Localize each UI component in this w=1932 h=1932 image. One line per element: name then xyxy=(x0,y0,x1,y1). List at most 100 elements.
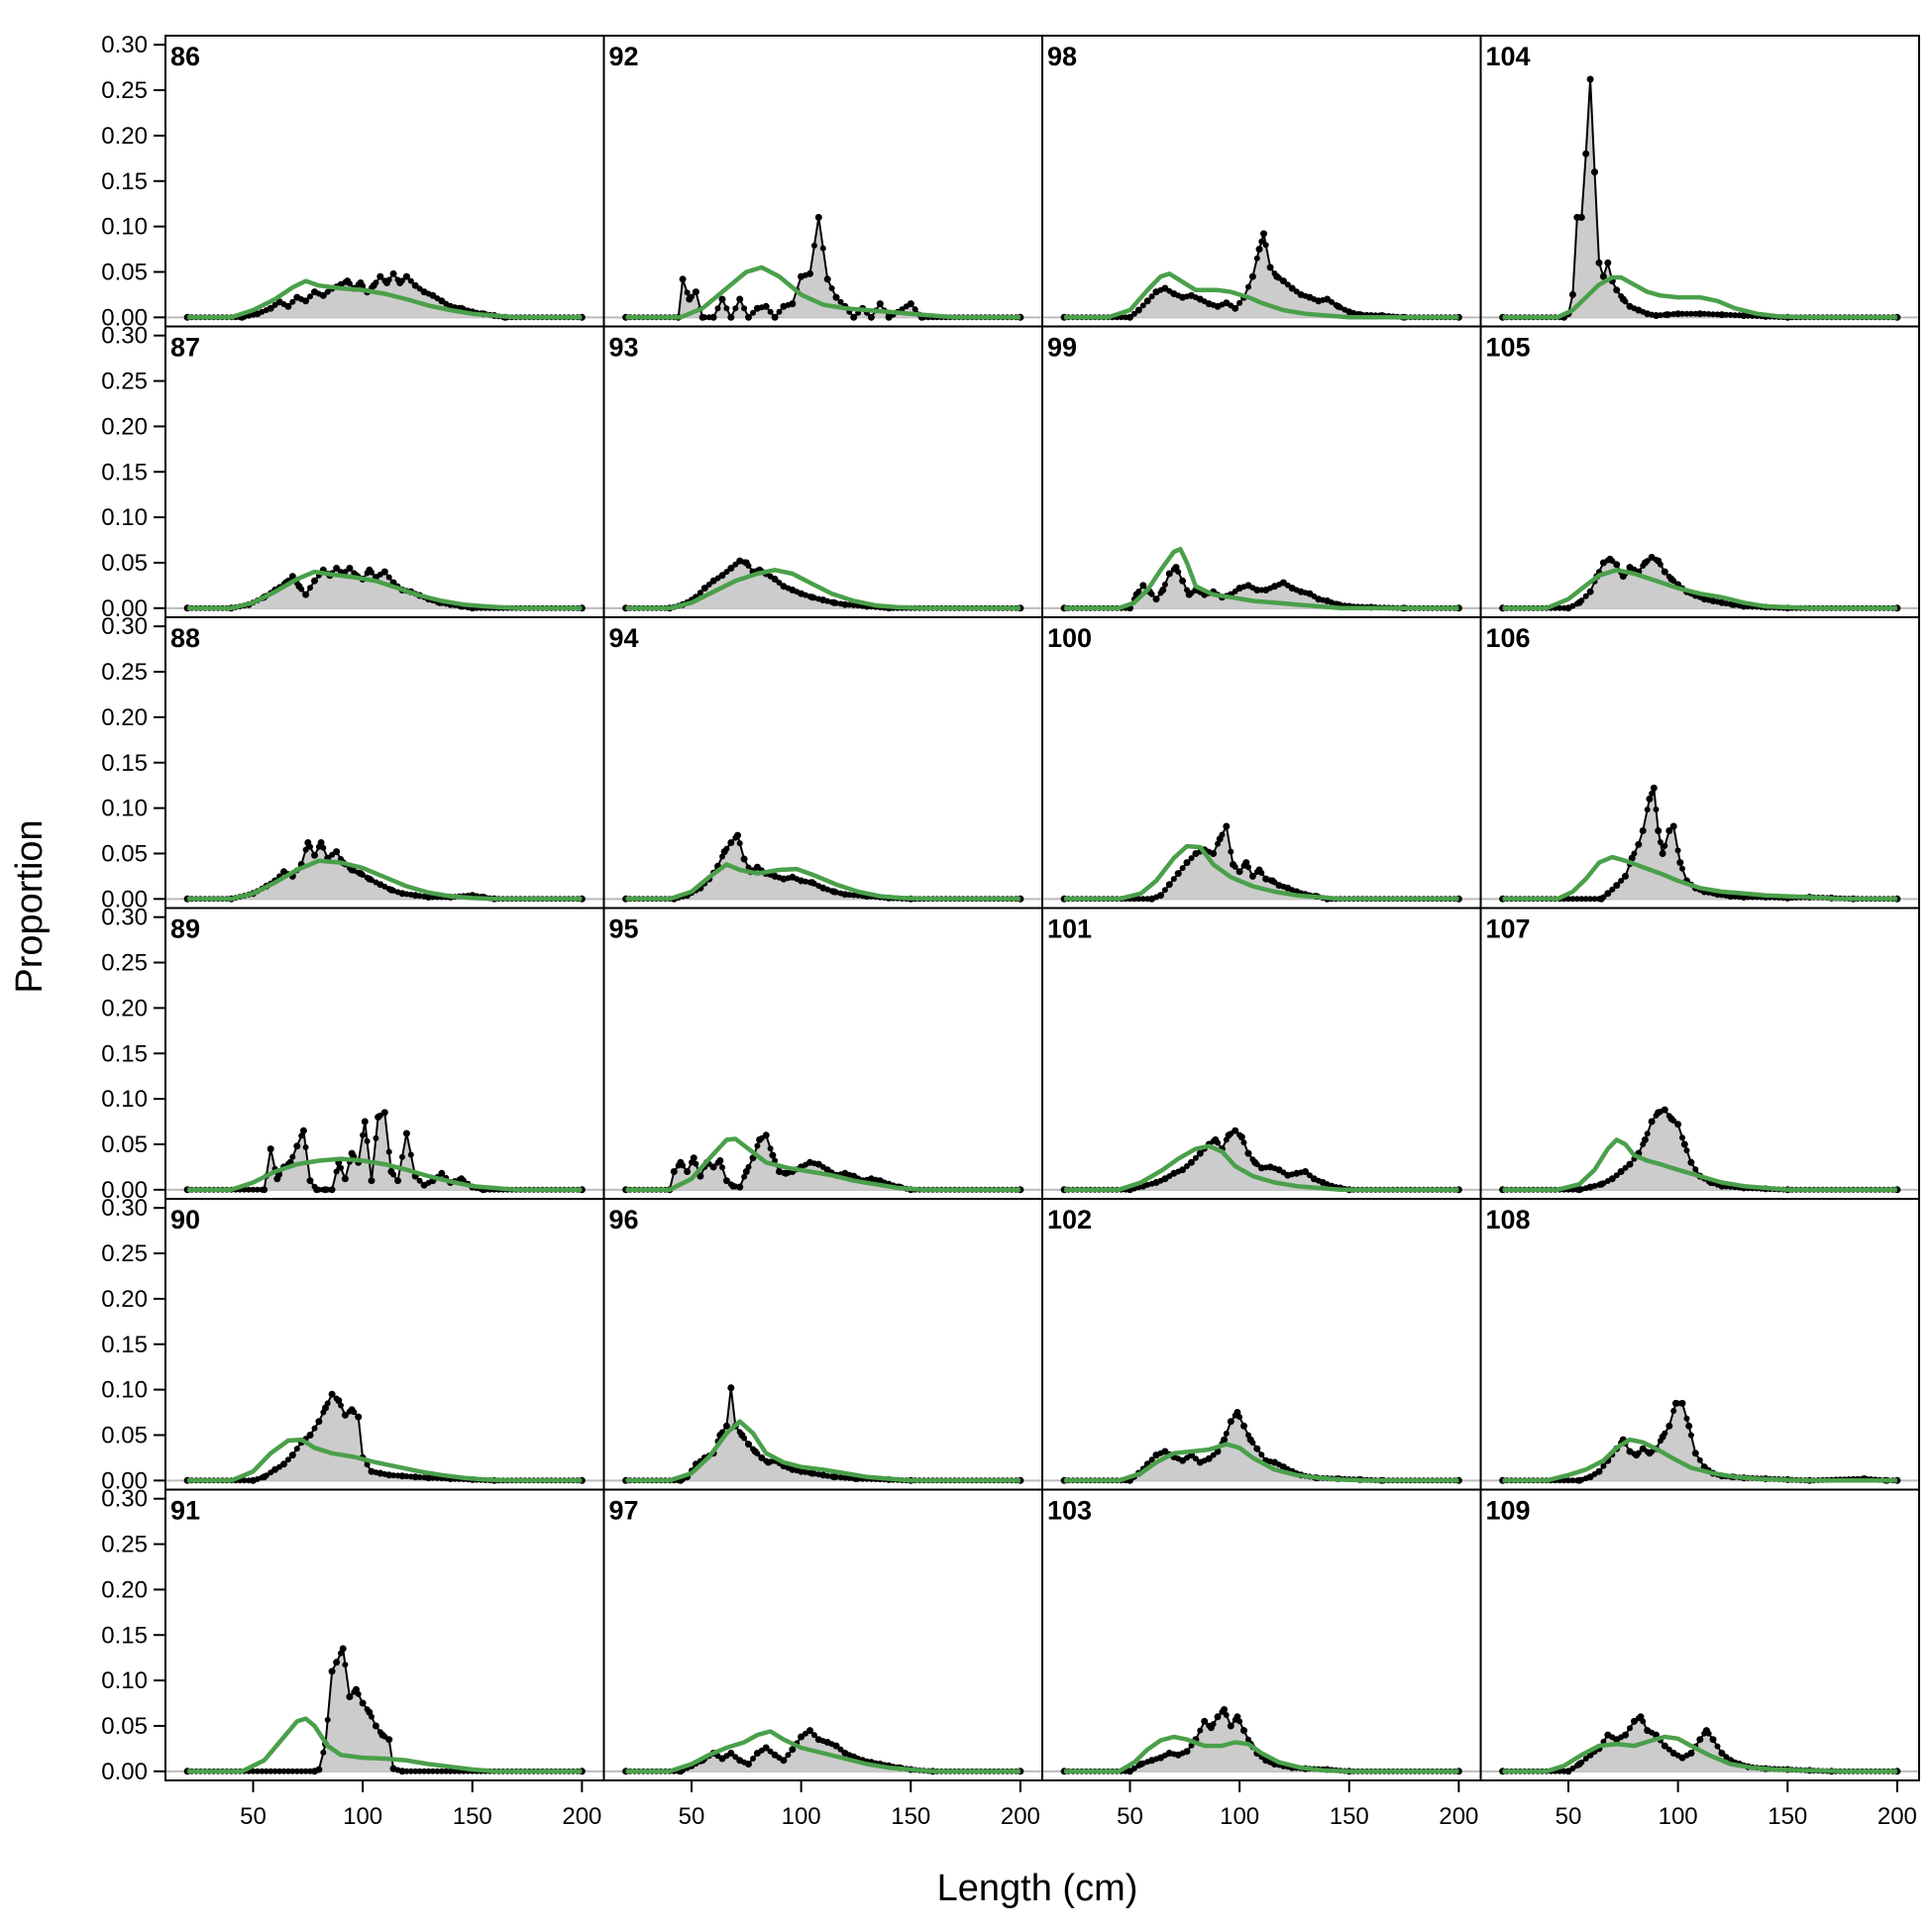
observed-point xyxy=(1127,313,1133,321)
observed-point xyxy=(1655,557,1663,565)
observed-point xyxy=(1709,597,1717,604)
y-tick-label: 0.05 xyxy=(101,840,148,867)
observed-point xyxy=(808,1469,816,1477)
observed-point xyxy=(295,583,303,590)
observed-point xyxy=(1139,896,1146,903)
observed-point xyxy=(298,1768,305,1774)
observed-point xyxy=(1569,896,1576,903)
observed-point xyxy=(1727,311,1734,318)
observed-point xyxy=(346,1693,354,1701)
observed-point xyxy=(399,1153,405,1160)
observed-point xyxy=(348,866,356,874)
expected-line xyxy=(187,278,583,320)
observed-point xyxy=(819,1471,827,1479)
observed-point xyxy=(1188,855,1195,862)
panel-105: 105 xyxy=(1479,325,1920,618)
observed-point xyxy=(1662,842,1668,849)
observed-point xyxy=(722,1177,730,1185)
observed-point xyxy=(299,1127,307,1134)
observed-point xyxy=(259,1768,266,1774)
observed-point xyxy=(1613,1736,1621,1744)
observed-point xyxy=(1595,1467,1603,1475)
observed-point xyxy=(789,873,797,881)
observed-point xyxy=(1284,281,1291,288)
observed-point xyxy=(275,298,283,306)
observed-point xyxy=(780,875,788,883)
y-tick-label: 0.05 xyxy=(101,1422,148,1449)
observed-point xyxy=(1170,876,1177,883)
observed-point xyxy=(1604,890,1612,898)
observed-point xyxy=(385,574,392,581)
observed-points xyxy=(1499,784,1901,903)
observed-point xyxy=(1192,850,1200,857)
y-tick-label: 0.25 xyxy=(101,1240,148,1267)
observed-point xyxy=(302,1768,309,1774)
observed-point xyxy=(1192,1154,1199,1161)
observed-point xyxy=(753,1750,761,1757)
panel-label: 86 xyxy=(170,42,200,71)
observed-point xyxy=(1683,1147,1690,1154)
observed-point xyxy=(1639,827,1647,834)
observed-point xyxy=(830,1473,838,1481)
observed-point xyxy=(798,1467,805,1475)
observed-point xyxy=(810,242,817,249)
panel-95: 95 xyxy=(602,907,1043,1200)
observed-point xyxy=(716,1157,724,1164)
expected-line xyxy=(1064,843,1459,902)
observed-point xyxy=(429,1768,436,1774)
observed-point xyxy=(366,875,374,883)
observed-point xyxy=(250,1768,257,1774)
observed-point xyxy=(1244,582,1252,590)
observed-point xyxy=(357,870,365,878)
expected-line xyxy=(1064,1734,1459,1774)
x-tick-label: 150 xyxy=(891,1803,930,1830)
observed-point xyxy=(1564,604,1572,612)
observed-point xyxy=(293,1768,300,1774)
observed-point xyxy=(1302,1168,1309,1175)
panel-label: 96 xyxy=(609,1205,639,1234)
observed-point xyxy=(771,1751,779,1759)
observed-point xyxy=(1161,1448,1169,1455)
panel-label: 107 xyxy=(1486,914,1531,944)
y-tick-label: 0.00 xyxy=(101,886,148,912)
observed-point xyxy=(411,281,419,289)
panel-frame xyxy=(164,616,605,910)
y-tick-label: 0.20 xyxy=(101,1576,148,1603)
observed-point xyxy=(1240,1139,1247,1146)
observed-point xyxy=(1665,1746,1672,1753)
observed-point xyxy=(841,1750,849,1757)
observed-point xyxy=(692,288,699,296)
observed-point xyxy=(1630,1717,1638,1725)
observed-point xyxy=(1179,577,1187,585)
observed-point xyxy=(771,313,779,321)
panel-frame xyxy=(1479,907,1920,1200)
panel-98: 98 xyxy=(1041,35,1482,328)
observed-point xyxy=(280,1768,287,1774)
observed-point xyxy=(1223,1430,1230,1437)
observed-point xyxy=(1687,310,1694,317)
observed-point xyxy=(1279,277,1287,285)
observed-point xyxy=(293,293,301,301)
observed-point xyxy=(1255,246,1263,253)
observed-point xyxy=(1170,1169,1178,1177)
observed-point xyxy=(1197,1727,1204,1734)
observed-point xyxy=(1657,839,1664,845)
observed-line xyxy=(625,1387,1020,1482)
observed-point xyxy=(328,1390,336,1398)
observed-point xyxy=(785,1752,792,1759)
observed-point xyxy=(1143,297,1151,305)
observed-point xyxy=(798,590,805,597)
observed-point xyxy=(1235,868,1243,876)
observed-point xyxy=(1223,1712,1230,1718)
observed-point xyxy=(808,593,816,601)
panel-label: 95 xyxy=(609,914,639,944)
y-tick-label: 0.15 xyxy=(101,750,148,777)
observed-point xyxy=(823,1739,831,1746)
observed-point xyxy=(736,295,744,303)
y-tick-label: 0.20 xyxy=(101,413,148,440)
observed-point xyxy=(1306,590,1314,597)
observed-point xyxy=(1649,790,1656,797)
observed-point xyxy=(368,1177,376,1185)
observed-area xyxy=(1502,1403,1897,1481)
observed-point xyxy=(1669,822,1677,830)
